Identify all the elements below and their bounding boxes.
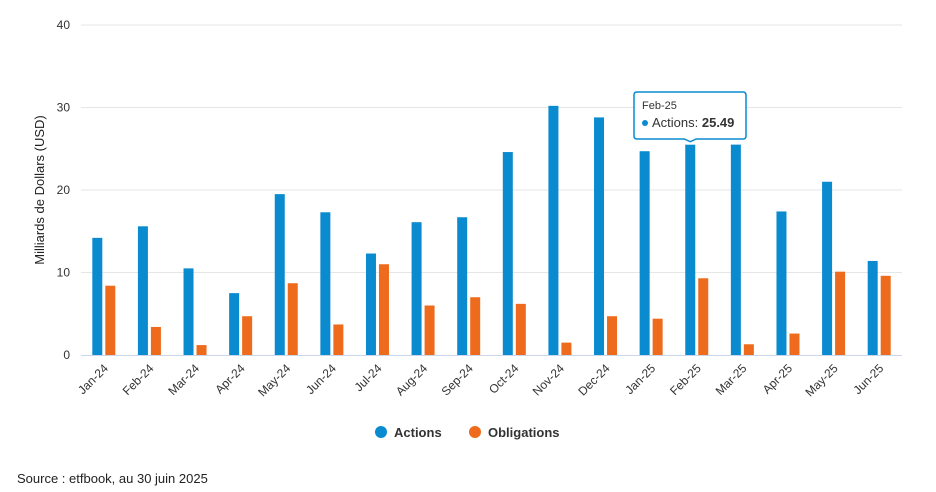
bar-obligations-jan-25[interactable] xyxy=(652,318,663,355)
tooltip-box xyxy=(633,91,747,143)
bar-actions-may-25[interactable] xyxy=(822,181,833,355)
bar-obligations-oct-24[interactable] xyxy=(515,303,526,355)
bars xyxy=(92,105,891,356)
bar-actions-feb-25[interactable] xyxy=(685,144,696,355)
legend-label: Actions xyxy=(394,425,442,440)
y-tick-label: 0 xyxy=(63,348,70,362)
x-tick-label: Jun-24 xyxy=(303,361,339,397)
bar-actions-jun-24[interactable] xyxy=(320,212,331,355)
legend-marker xyxy=(375,426,387,438)
bar-obligations-mar-24[interactable] xyxy=(196,345,207,355)
bar-actions-apr-24[interactable] xyxy=(229,293,240,355)
x-tick-label: Mar-24 xyxy=(165,361,202,398)
x-tick-label: Dec-24 xyxy=(575,361,612,398)
legend-item-actions[interactable]: Actions xyxy=(375,425,442,440)
bar-obligations-nov-24[interactable] xyxy=(561,342,572,355)
bar-actions-jun-25[interactable] xyxy=(867,260,878,355)
y-axis: 0 10 20 30 40 xyxy=(57,18,71,362)
x-tick-label: Nov-24 xyxy=(530,361,567,398)
bar-obligations-feb-25[interactable] xyxy=(698,278,709,355)
x-tick-label: Oct-24 xyxy=(486,361,522,397)
y-tick-label: 40 xyxy=(57,18,71,32)
bar-obligations-may-25[interactable] xyxy=(835,271,846,355)
x-tick-label: Jul-24 xyxy=(352,361,385,394)
tooltip-value-line: Actions: 25.49 xyxy=(652,115,734,130)
bar-obligations-sep-24[interactable] xyxy=(470,297,481,355)
legend-item-obligations[interactable]: Obligations xyxy=(469,425,560,440)
bar-obligations-feb-24[interactable] xyxy=(150,326,161,355)
bar-actions-nov-24[interactable] xyxy=(548,105,559,355)
legend: Actions Obligations xyxy=(375,425,560,440)
x-tick-label: Jan-24 xyxy=(75,361,111,397)
bar-obligations-dec-24[interactable] xyxy=(607,316,618,355)
bar-obligations-jan-24[interactable] xyxy=(105,285,116,355)
bar-actions-mar-25[interactable] xyxy=(730,144,741,355)
tooltip-category: Feb-25 xyxy=(642,100,677,112)
bar-actions-dec-24[interactable] xyxy=(594,117,605,356)
x-tick-label: Aug-24 xyxy=(393,361,430,398)
x-tick-label: Apr-25 xyxy=(760,361,796,397)
y-axis-label: Milliards de Dollars (USD) xyxy=(32,115,47,265)
bar-obligations-apr-25[interactable] xyxy=(789,333,800,355)
bar-actions-apr-25[interactable] xyxy=(776,211,787,355)
bar-actions-jan-25[interactable] xyxy=(639,151,650,355)
x-tick-label: May-25 xyxy=(803,361,841,399)
bar-actions-oct-24[interactable] xyxy=(502,152,513,355)
x-tick-label: May-24 xyxy=(255,361,293,399)
bar-obligations-jun-25[interactable] xyxy=(880,275,891,355)
source-note: Source : etfbook, au 30 juin 2025 xyxy=(17,471,208,486)
bar-obligations-mar-25[interactable] xyxy=(743,344,754,355)
bar-actions-may-24[interactable] xyxy=(274,194,285,355)
bar-actions-mar-24[interactable] xyxy=(183,268,194,355)
bar-actions-jul-24[interactable] xyxy=(365,253,376,355)
bar-obligations-apr-24[interactable] xyxy=(242,316,253,355)
y-tick-label: 10 xyxy=(57,266,71,280)
bar-obligations-jul-24[interactable] xyxy=(378,264,389,355)
bar-obligations-aug-24[interactable] xyxy=(424,305,435,356)
legend-label: Obligations xyxy=(488,425,560,440)
bar-actions-aug-24[interactable] xyxy=(411,222,422,355)
x-tick-label: Feb-24 xyxy=(120,361,157,398)
bar-actions-jan-24[interactable] xyxy=(92,237,103,355)
bar-obligations-jun-24[interactable] xyxy=(333,324,344,355)
grid-lines xyxy=(81,24,902,273)
y-tick-label: 20 xyxy=(57,183,71,197)
bar-actions-sep-24[interactable] xyxy=(457,217,468,355)
tooltip-marker xyxy=(642,120,648,126)
tooltip: Feb-25 Actions: 25.49 xyxy=(633,91,747,143)
x-tick-label: Feb-25 xyxy=(667,361,704,398)
x-axis: Jan-24 Feb-24 Mar-24 Apr-24 May-24 Jun-24 Jul-… xyxy=(75,361,886,399)
bar-obligations-may-24[interactable] xyxy=(287,283,298,355)
x-tick-label: Jun-25 xyxy=(850,361,886,397)
x-tick-label: Apr-24 xyxy=(212,361,248,397)
legend-marker xyxy=(469,426,481,438)
y-tick-label: 30 xyxy=(57,101,71,115)
x-tick-label: Mar-25 xyxy=(713,361,750,398)
x-tick-label: Sep-24 xyxy=(439,361,476,398)
x-tick-label: Jan-25 xyxy=(622,361,658,397)
bar-actions-feb-24[interactable] xyxy=(137,226,148,355)
